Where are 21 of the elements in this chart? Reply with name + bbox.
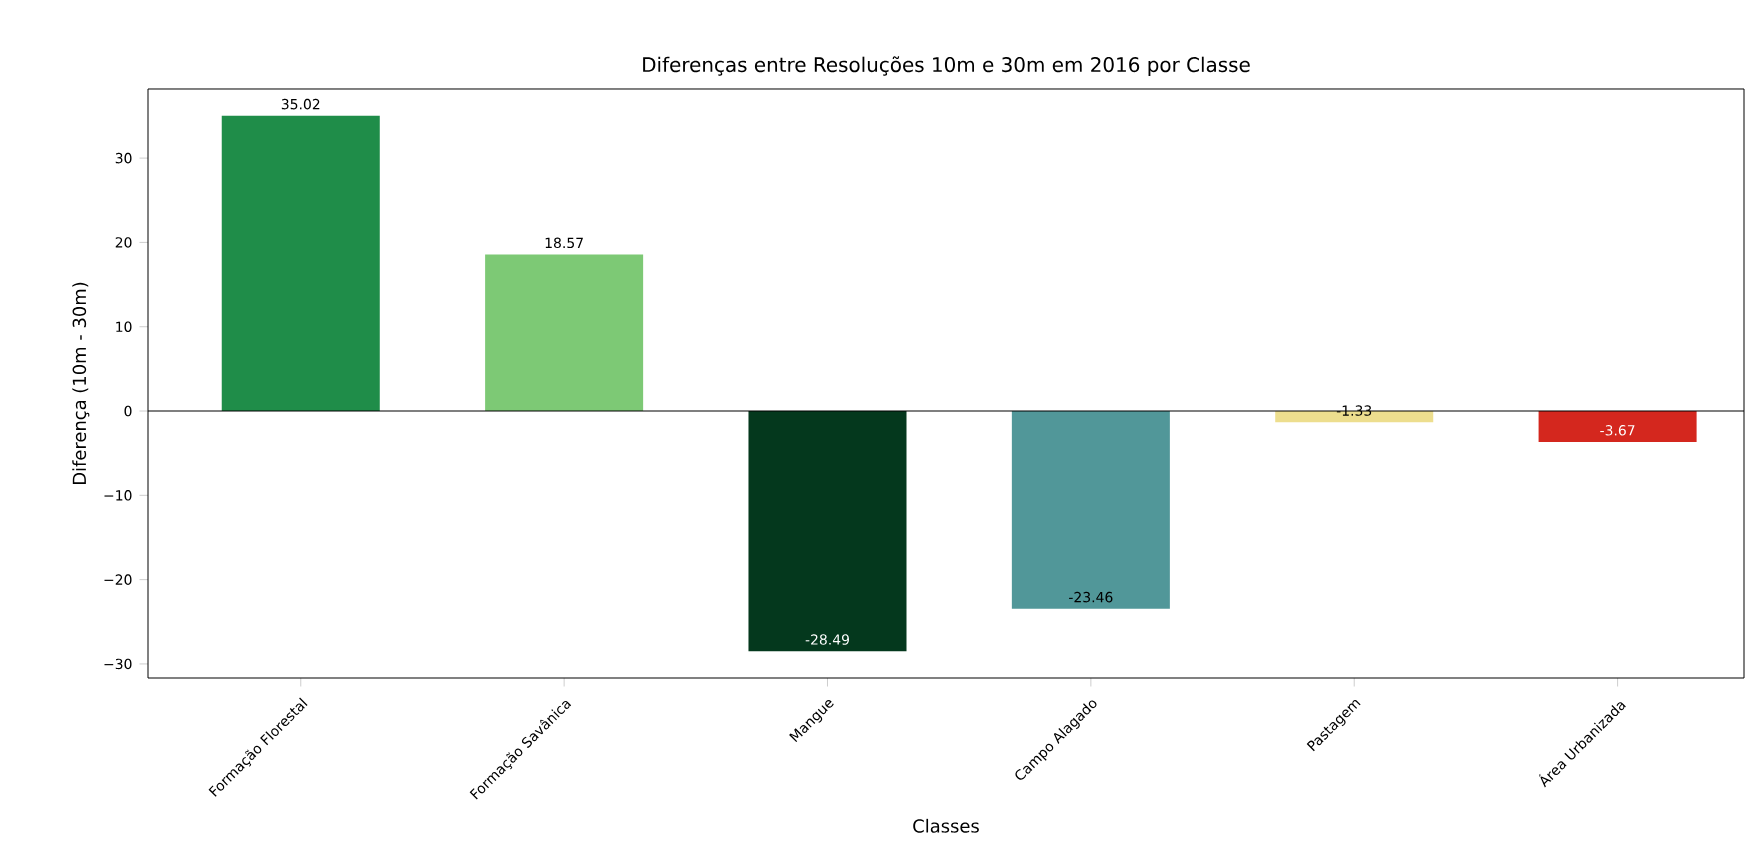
bar bbox=[485, 254, 644, 412]
bar bbox=[748, 411, 907, 652]
y-axis-title: Diferença (10m - 30m) bbox=[72, 282, 90, 484]
data-label: 18.57 bbox=[545, 237, 583, 249]
chart-title: Diferenças entre Resoluções 10m e 30m em 2016 por Classe bbox=[643, 56, 1250, 77]
bar bbox=[1538, 411, 1697, 442]
y-tick-label: 10 bbox=[116, 321, 132, 332]
data-label: -28.49 bbox=[805, 634, 849, 645]
bar bbox=[1011, 411, 1170, 609]
data-label: -23.46 bbox=[1069, 591, 1113, 603]
y-tick-label: 30 bbox=[115, 152, 132, 164]
y-tick-label: 20 bbox=[115, 237, 132, 248]
bar bbox=[221, 115, 380, 412]
y-tick-label: 0 bbox=[124, 405, 132, 417]
y-tick-label: −10 bbox=[104, 490, 132, 501]
y-tick-label: −20 bbox=[104, 574, 132, 585]
data-label: -3.67 bbox=[1600, 425, 1635, 436]
x-axis-title: Classes bbox=[913, 818, 979, 833]
data-label: 35.02 bbox=[281, 98, 320, 110]
data-label: -1.33 bbox=[1336, 405, 1372, 416]
y-tick-label: −30 bbox=[104, 658, 132, 670]
